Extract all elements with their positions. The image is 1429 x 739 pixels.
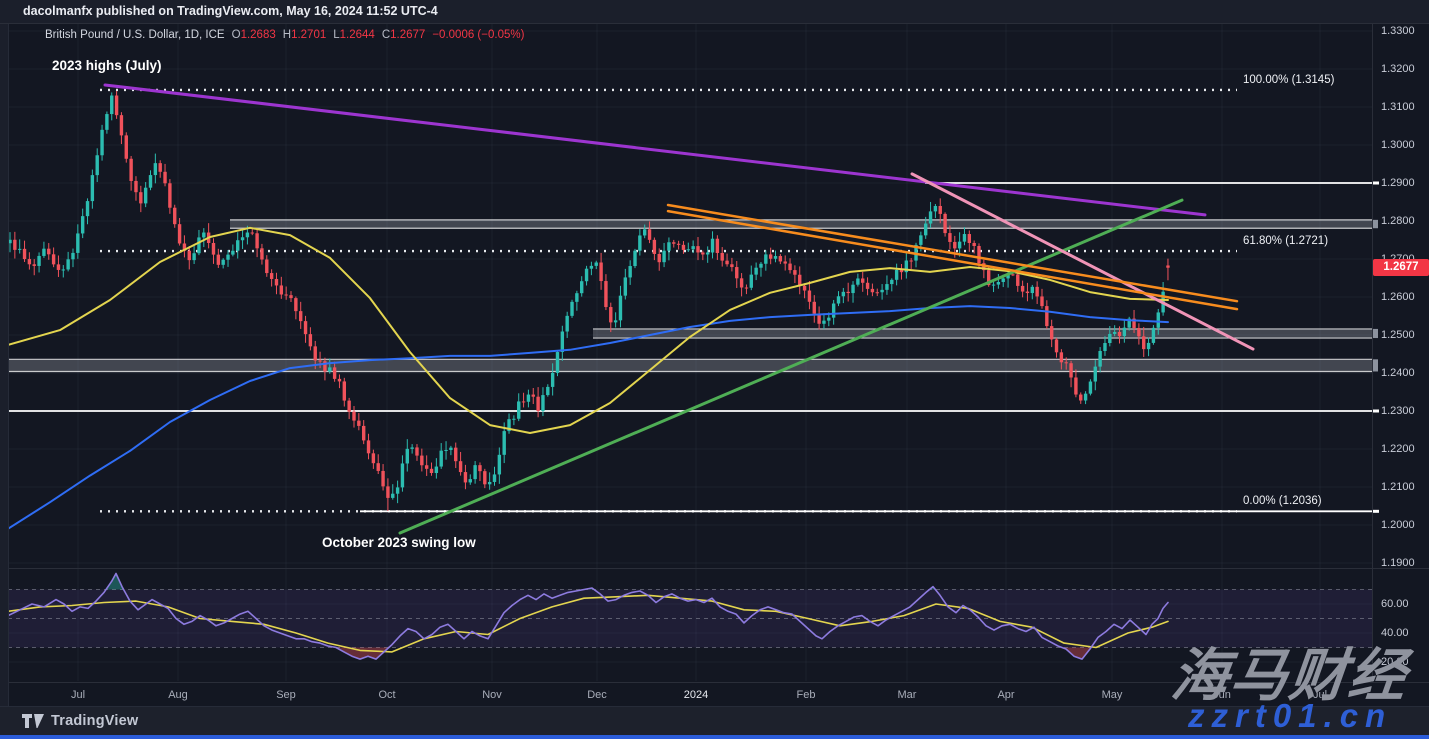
zone-1-2500[interactable] <box>593 328 1372 339</box>
price-tick-label: 1.3300 <box>1381 25 1415 37</box>
trendline-green-uptrend[interactable] <box>398 198 1184 535</box>
ohlc-value: 1.2701 <box>291 29 327 41</box>
month-label: Apr <box>997 689 1015 701</box>
left-edge-strip <box>0 24 9 706</box>
symbol-title[interactable]: British Pound / U.S. Dollar, 1D, ICE <box>45 29 225 41</box>
tradingview-logo[interactable]: TradingView <box>22 713 138 729</box>
bottom-accent-bar <box>0 735 1429 739</box>
ohlc-value: 1.2677 <box>390 29 426 41</box>
fib-level-label: 100.00% (1.3145) <box>1243 73 1335 86</box>
month-label: Nov <box>482 689 502 701</box>
rsi-pane <box>8 572 1372 660</box>
month-label: Mar <box>897 689 917 701</box>
price-tick-label: 1.3200 <box>1381 63 1415 75</box>
price-tick-label: 1.2600 <box>1381 291 1415 303</box>
ma-slow-line <box>8 305 1169 530</box>
month-label: Jun <box>1213 689 1231 701</box>
publisher-line: dacolmanfx published on TradingView.com,… <box>23 4 438 18</box>
month-label: 2024 <box>683 689 709 701</box>
ohlc-letter: H <box>282 29 292 41</box>
fib-level-label: 0.00% (1.2036) <box>1243 495 1322 508</box>
ohlc-values: O1.2683 H1.2701 L1.2644 C1.2677 <box>225 29 426 41</box>
price-tick-label: 1.2300 <box>1381 405 1415 417</box>
trendline-purple-downtrend[interactable] <box>103 83 1207 217</box>
change-value: −0.0006 (−0.05%) <box>432 29 525 41</box>
axis-zone-mark <box>1373 359 1378 372</box>
zone-1-2420[interactable] <box>8 358 1372 373</box>
fib-level-label: 61.80% (1.2721) <box>1243 235 1329 248</box>
month-label: Jul <box>70 689 86 701</box>
month-label: May <box>1101 689 1123 701</box>
price-tick-label: 1.3000 <box>1381 139 1415 151</box>
axis-zone-mark <box>1373 328 1378 339</box>
rsi-tick-label: 60.00 <box>1381 598 1409 610</box>
trendline-orange-channel-lower[interactable] <box>666 209 1239 311</box>
ohlc-letter: O <box>231 29 241 41</box>
snapshot-header: dacolmanfx published on TradingView.com,… <box>0 0 1429 24</box>
ma-fast-line <box>8 226 1169 434</box>
ohlc-letter: C <box>381 29 391 41</box>
trendline-orange-channel-upper[interactable] <box>666 203 1239 303</box>
axis-zone-mark <box>1373 219 1378 229</box>
annotation-2023-highs[interactable]: 2023 highs (July) <box>52 58 162 73</box>
price-tick-label: 1.2200 <box>1381 443 1415 455</box>
candles <box>8 91 1170 511</box>
month-label: Sep <box>276 689 296 701</box>
tradingview-logo-icon <box>22 714 44 728</box>
price-tick-label: 1.2100 <box>1381 481 1415 493</box>
ohlc-value: 1.2644 <box>339 29 375 41</box>
chart-legend: British Pound / U.S. Dollar, 1D, ICE O1.2… <box>45 29 524 41</box>
price-tick-label: 1.2800 <box>1381 215 1415 227</box>
price-pane <box>8 83 1372 535</box>
axis-level-mark <box>1373 509 1379 513</box>
price-tick-label: 1.2500 <box>1381 329 1415 341</box>
price-tick-label: 1.2400 <box>1381 367 1415 379</box>
month-label: Dec <box>587 689 607 701</box>
month-label: Feb <box>796 689 816 701</box>
watermark-url: zzrt01.cn <box>1188 697 1393 734</box>
price-tick-label: 1.2000 <box>1381 519 1415 531</box>
rsi-tick-label: 40.00 <box>1381 627 1409 639</box>
month-label: Oct <box>378 689 396 701</box>
price-tick-label: 1.1900 <box>1381 557 1415 569</box>
tradingview-logo-text: TradingView <box>51 713 139 729</box>
attribution-footer: TradingView <box>0 706 1429 736</box>
rsi-overbought-fill <box>106 573 124 590</box>
price-tick-label: 1.2900 <box>1381 177 1415 189</box>
annotation-october-low[interactable]: October 2023 swing low <box>322 535 476 550</box>
gridlines <box>8 24 1372 681</box>
price-tick-label: 1.3100 <box>1381 101 1415 113</box>
ohlc-value: 1.2683 <box>240 29 276 41</box>
axis-level-mark <box>1373 181 1379 185</box>
rsi-tick-label: 20.00 <box>1381 656 1409 668</box>
month-label: Aug <box>168 689 188 701</box>
month-label: Jul <box>1312 689 1328 701</box>
trendline-pink-downtrend[interactable] <box>910 172 1255 351</box>
axis-level-mark <box>1373 409 1379 413</box>
ohlc-letter: L <box>333 29 340 41</box>
last-price-badge: 1.2677 <box>1373 259 1429 276</box>
rsi-line <box>8 572 1169 660</box>
